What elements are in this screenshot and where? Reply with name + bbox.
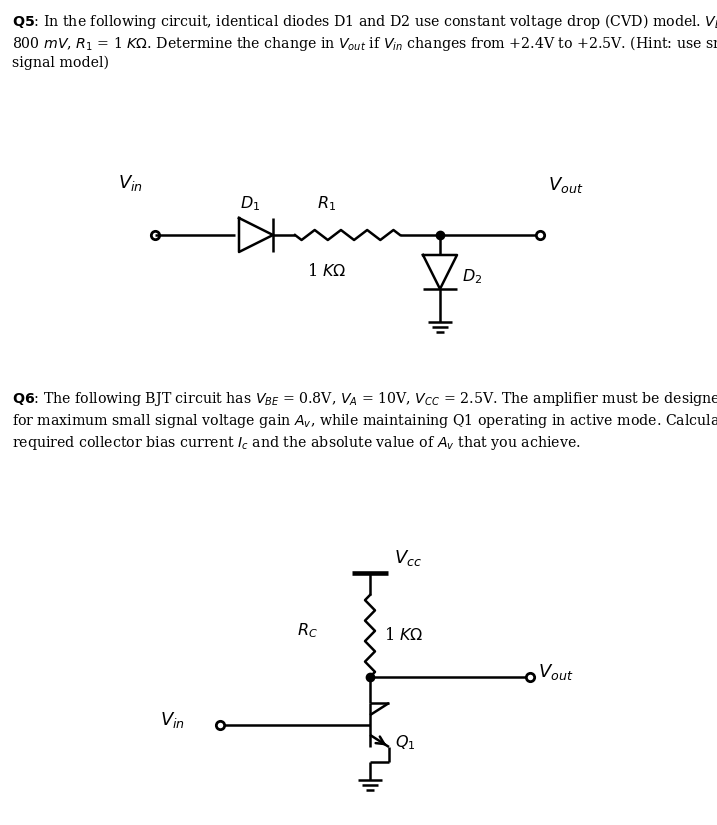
Text: $R_C$: $R_C$	[297, 622, 318, 640]
Text: $V_{cc}$: $V_{cc}$	[394, 548, 422, 568]
Text: $\mathbf{Q5}$: In the following circuit, identical diodes D1 and D2 use constant: $\mathbf{Q5}$: In the following circuit,…	[12, 12, 717, 31]
Text: 1 $K\Omega$: 1 $K\Omega$	[384, 628, 423, 644]
Text: $\mathbf{Q6}$: The following BJT circuit has $V_{BE}$ = 0.8V, $V_A$ = 10V, $V_{C: $\mathbf{Q6}$: The following BJT circuit…	[12, 390, 717, 408]
Text: required collector bias current $I_c$ and the absolute value of $A_v$ that you a: required collector bias current $I_c$ an…	[12, 434, 581, 452]
Text: $R_1$: $R_1$	[317, 195, 336, 213]
Text: 1 $K\Omega$: 1 $K\Omega$	[307, 263, 346, 280]
Text: $V_{out}$: $V_{out}$	[548, 175, 584, 195]
Text: $D_2$: $D_2$	[462, 267, 483, 286]
Text: $V_{in}$: $V_{in}$	[160, 710, 185, 730]
Text: signal model): signal model)	[12, 56, 109, 70]
Text: $V_{in}$: $V_{in}$	[118, 173, 143, 193]
Text: for maximum small signal voltage gain $A_v$, while maintaining Q1 operating in a: for maximum small signal voltage gain $A…	[12, 412, 717, 430]
Text: $Q_1$: $Q_1$	[395, 733, 416, 752]
Text: 800 $mV$, $R_1$ = 1 $K\Omega$. Determine the change in $V_{out}$ if $V_{in}$ cha: 800 $mV$, $R_1$ = 1 $K\Omega$. Determine…	[12, 34, 717, 53]
Text: $V_{out}$: $V_{out}$	[538, 662, 574, 682]
Text: $D_1$: $D_1$	[240, 195, 260, 213]
